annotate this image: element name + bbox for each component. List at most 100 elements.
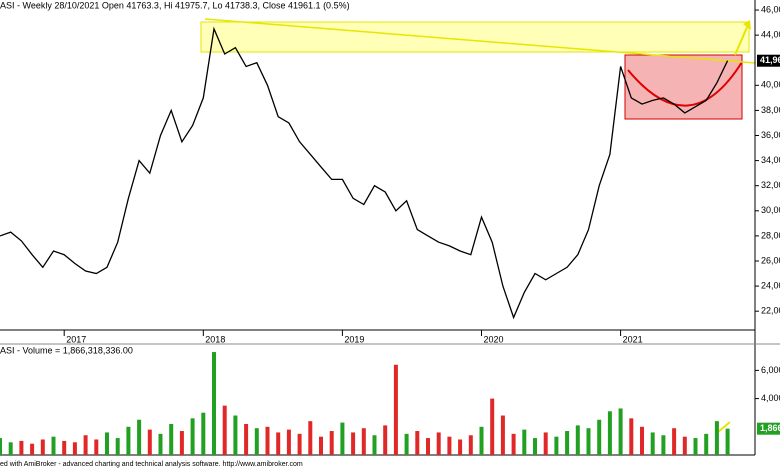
volume-bar	[479, 426, 484, 455]
volume-bar	[276, 432, 281, 455]
volume-bar	[244, 423, 249, 455]
cup-zone	[624, 54, 743, 120]
volume-bar	[137, 419, 142, 455]
volume-bar	[415, 431, 420, 455]
last-value-label: 1,866,318,336	[760, 423, 780, 433]
volume-bar	[704, 433, 709, 455]
last-value-box	[757, 422, 780, 435]
volume-bar	[522, 429, 527, 455]
volume-bar	[554, 436, 559, 455]
volume-bar	[586, 428, 591, 455]
y-tick-label: 30,000	[761, 205, 780, 215]
volume-bar	[351, 432, 356, 455]
volume-bar	[329, 431, 334, 455]
resistance-zone	[200, 21, 750, 53]
breakout-arrow	[734, 24, 749, 56]
y-tick-label: 32,000	[761, 180, 780, 190]
volume-bar	[543, 432, 548, 455]
volume-bar	[607, 411, 612, 455]
volume-title: ASI - Volume = 1,866,318,336.00	[0, 345, 133, 355]
volume-bar	[500, 415, 505, 455]
volume-bar	[286, 429, 291, 455]
volume-bar	[158, 433, 163, 455]
trend-line	[204, 18, 756, 64]
volume-bar	[265, 426, 270, 455]
volume-bar	[682, 436, 687, 455]
last-value-label: 41,961.1	[760, 55, 780, 65]
volume-bar	[94, 439, 99, 455]
volume-bar	[372, 435, 377, 455]
volume-bar	[115, 438, 120, 455]
volume-bar	[693, 438, 698, 455]
x-tick-label: 2021	[623, 334, 643, 344]
y-tick-label: 4,000,000,000	[761, 393, 780, 403]
volume-bar	[222, 405, 227, 455]
volume-bar	[83, 435, 88, 455]
volume-bar	[340, 422, 345, 455]
volume-bar	[468, 435, 473, 455]
last-value-box	[757, 54, 780, 67]
volume-bar	[629, 418, 634, 455]
volume-bar	[105, 432, 109, 455]
y-tick-label: 6,000,000,000	[761, 365, 780, 375]
volume-bar	[30, 443, 35, 455]
volume-bar	[72, 442, 77, 455]
volume-bar	[393, 364, 398, 455]
volume-bar	[404, 433, 409, 455]
y-tick-label: 36,000	[761, 130, 780, 140]
volume-bar	[426, 438, 430, 455]
volume-bar	[62, 440, 67, 455]
volume-bar	[179, 431, 184, 455]
volume-arrow	[717, 421, 731, 433]
footer: ed with AmiBroker - advanced charting an…	[0, 461, 303, 468]
x-tick-label: 2017	[66, 334, 86, 344]
volume-bar	[511, 433, 516, 455]
volume-bar	[51, 436, 56, 455]
volume-bar	[650, 432, 655, 455]
volume-bar	[297, 433, 302, 455]
volume-bar	[640, 426, 644, 455]
y-tick-label: 28,000	[761, 230, 780, 240]
volume-bar	[201, 412, 206, 455]
volume-bar	[565, 431, 570, 455]
volume-bar	[126, 426, 131, 455]
volume-bar	[361, 428, 366, 455]
volume-bar	[383, 425, 388, 455]
y-tick-label: 46,000	[761, 4, 780, 14]
volume-bar	[254, 428, 259, 455]
volume-bar	[8, 442, 13, 455]
y-tick-label: 26,000	[761, 255, 780, 265]
y-tick-label: 38,000	[761, 105, 780, 115]
volume-bar	[714, 421, 719, 455]
volume-bar	[597, 419, 602, 455]
volume-bar	[233, 415, 238, 455]
x-tick-label: 2018	[205, 334, 225, 344]
volume-bar	[169, 423, 174, 455]
y-tick-label: 34,000	[761, 155, 780, 165]
y-tick-label: 22,000	[761, 306, 780, 316]
price-line	[0, 26, 729, 320]
x-tick-label: 2019	[344, 334, 364, 344]
volume-bar	[308, 421, 313, 455]
volume-bar	[319, 436, 323, 455]
volume-bar	[661, 435, 666, 455]
volume-bar	[212, 352, 216, 455]
volume-bar	[725, 428, 730, 455]
volume-bar	[40, 439, 45, 455]
volume-bar	[575, 425, 580, 455]
volume-bar	[447, 436, 452, 455]
breakout-arrow-head	[743, 20, 751, 30]
volume-bar	[618, 408, 623, 455]
cup-arc	[627, 61, 743, 107]
volume-bar	[458, 439, 463, 455]
volume-bar	[533, 438, 537, 455]
volume-bar	[672, 428, 677, 455]
volume-bar	[19, 440, 24, 455]
y-tick-label: 24,000	[761, 280, 780, 290]
y-tick-label: 44,000	[761, 30, 780, 40]
volume-bar	[436, 432, 441, 455]
volume-bar	[190, 418, 195, 455]
volume-bar	[0, 438, 2, 455]
x-tick-label: 2020	[484, 334, 504, 344]
